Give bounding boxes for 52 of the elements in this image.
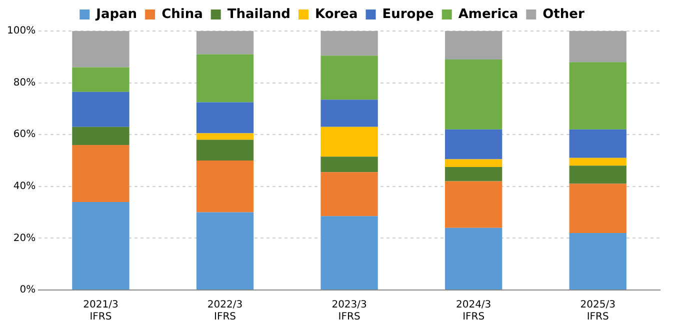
bar <box>72 31 130 68</box>
bar <box>569 233 626 290</box>
x-tick-label: 2022/3 IFRS <box>207 300 243 323</box>
bar <box>444 166 502 182</box>
y-tick-label: 20% <box>13 232 36 244</box>
x-tick-label: 2025/3 IFRS <box>580 300 616 323</box>
bar <box>196 212 254 290</box>
bar <box>569 129 626 158</box>
bar <box>320 56 378 100</box>
legend-label: Other <box>542 6 585 22</box>
y-tick-label: 0% <box>20 284 36 296</box>
bar <box>569 31 626 62</box>
bar <box>320 156 378 172</box>
legend-label: Thailand <box>227 6 290 22</box>
bar <box>196 31 254 54</box>
bar <box>72 92 130 127</box>
legend-label: China <box>162 6 203 22</box>
bar <box>196 54 254 102</box>
bar <box>196 102 254 134</box>
bar <box>444 31 502 60</box>
legend-label: Korea <box>314 6 358 22</box>
bar <box>72 67 130 92</box>
bar <box>196 160 254 212</box>
bar <box>444 181 502 228</box>
legend-label: Japan <box>95 6 138 22</box>
bar <box>444 159 502 167</box>
bar <box>72 126 130 145</box>
bar <box>320 216 378 290</box>
bar <box>569 158 626 166</box>
y-tick-label: 100% <box>6 26 36 37</box>
bar <box>569 184 626 234</box>
bar <box>196 140 254 160</box>
y-tick-label: 60% <box>13 129 36 140</box>
x-tick-label: 2024/3 IFRS <box>456 300 492 323</box>
bar <box>72 144 130 202</box>
legend-label: America <box>458 6 518 22</box>
legend-label: Europe <box>382 6 434 22</box>
bar <box>569 166 626 184</box>
bar <box>196 133 254 140</box>
bar <box>444 228 502 290</box>
bar <box>320 100 378 127</box>
y-tick-label: 80% <box>13 77 36 88</box>
bar <box>72 202 130 290</box>
bar <box>320 126 378 157</box>
bar <box>320 172 378 216</box>
x-tick-label: 2023/3 IFRS <box>332 300 367 323</box>
bar <box>320 31 378 56</box>
bar <box>569 62 626 130</box>
y-tick-label: 40% <box>13 180 36 192</box>
x-tick-label: 2021/3 IFRS <box>83 300 118 323</box>
bar <box>444 129 502 160</box>
bar <box>444 59 502 130</box>
